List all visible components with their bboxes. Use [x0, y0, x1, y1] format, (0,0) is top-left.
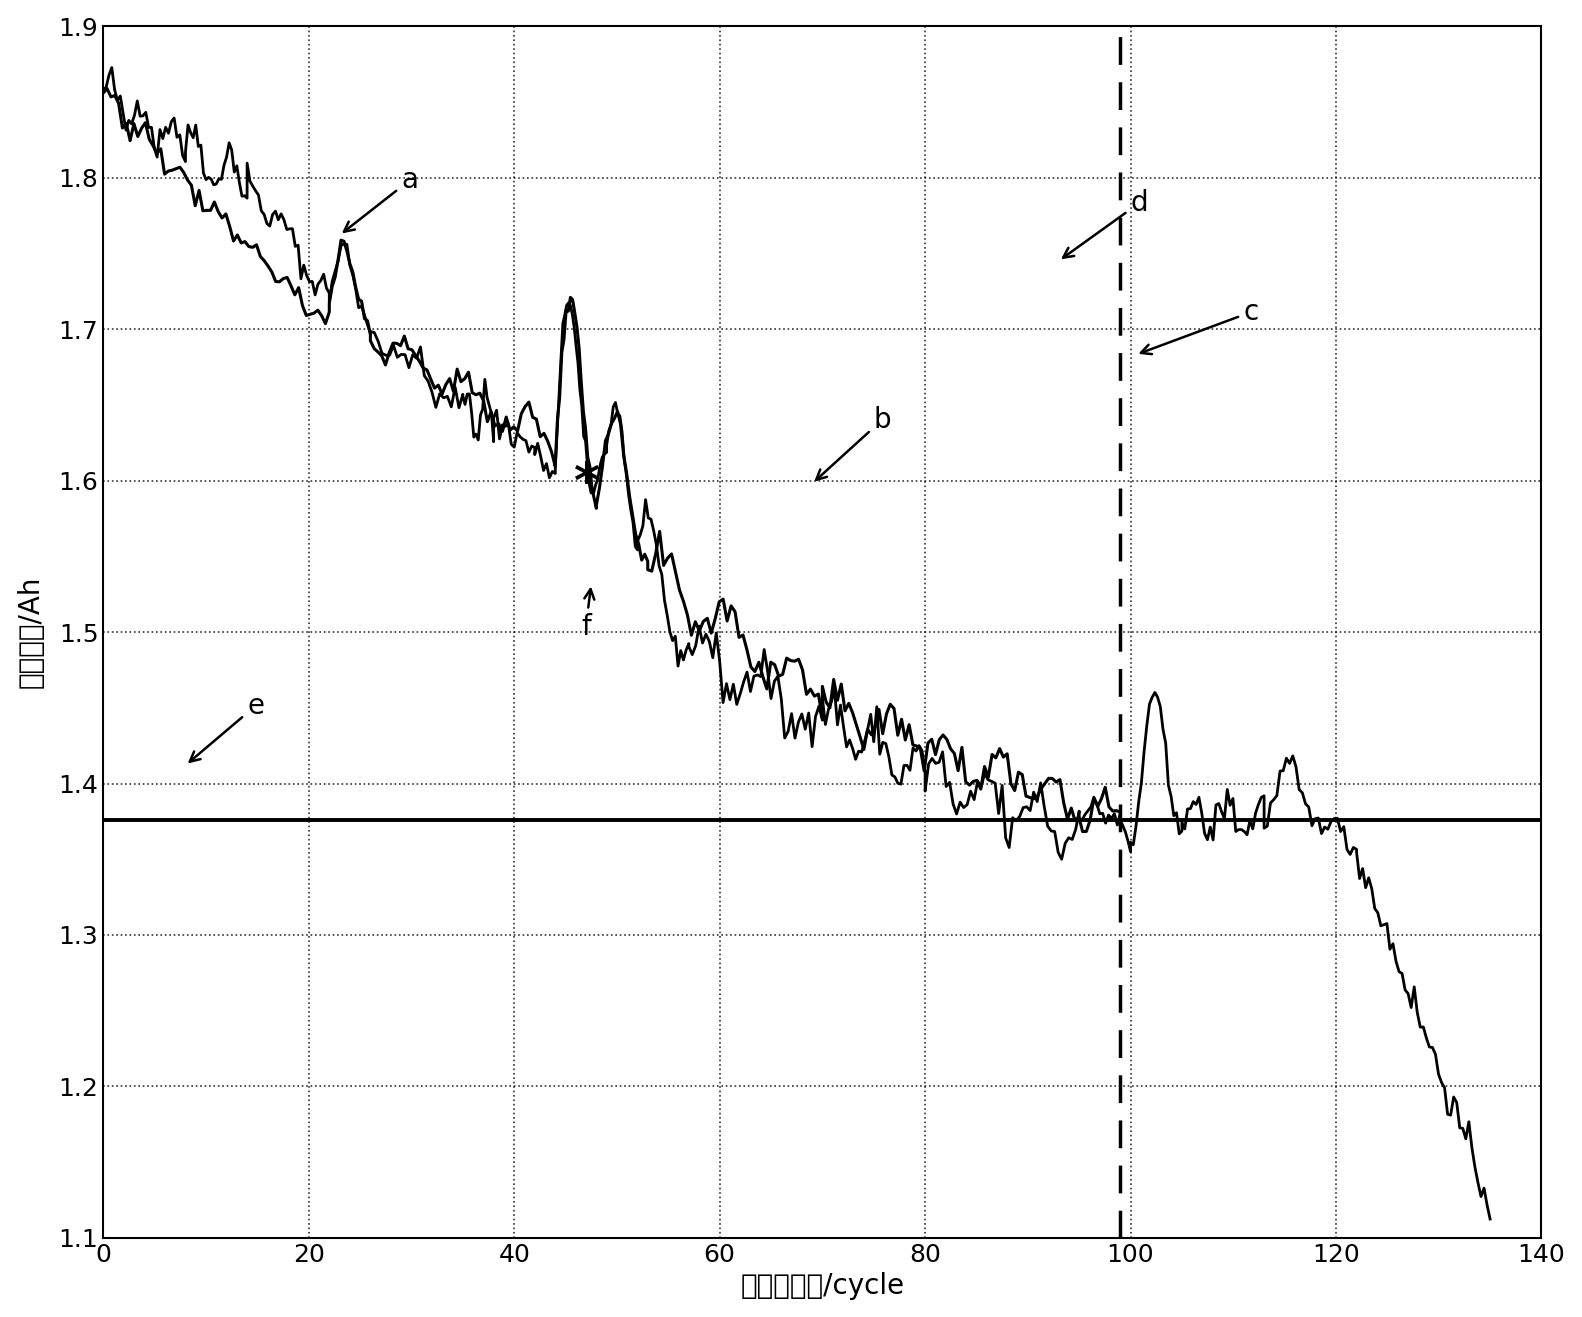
Text: a: a	[343, 166, 418, 232]
Y-axis label: 电池容量/Ah: 电池容量/Ah	[17, 576, 44, 689]
Text: b: b	[816, 406, 891, 479]
Text: d: d	[1063, 188, 1149, 258]
Text: f: f	[581, 589, 595, 641]
Text: c: c	[1141, 298, 1259, 354]
Text: *: *	[573, 460, 600, 507]
Text: e: e	[190, 691, 264, 761]
X-axis label: 充放电循环/cycle: 充放电循环/cycle	[740, 1272, 905, 1300]
